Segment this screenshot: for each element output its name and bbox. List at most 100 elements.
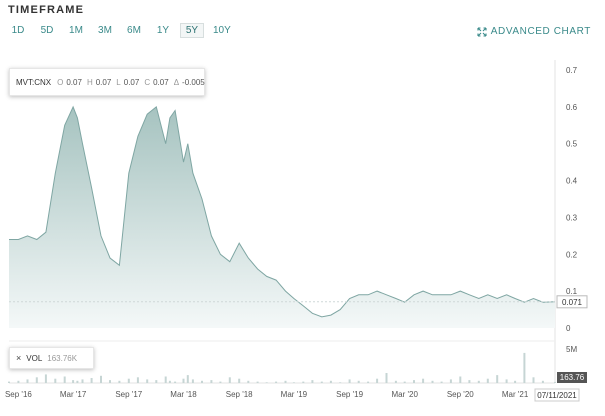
volume-bar <box>532 377 535 383</box>
volume-bar <box>403 381 406 383</box>
y-tick-label: 0.2 <box>566 250 578 259</box>
volume-bars <box>8 352 556 383</box>
volume-bar <box>302 381 305 383</box>
volume-bar <box>127 378 130 383</box>
volume-bar <box>486 378 489 383</box>
volume-bar <box>357 380 360 383</box>
x-tick-label: Sep '18 <box>226 390 253 399</box>
volume-bar <box>329 380 332 383</box>
timeframe-button-1y[interactable]: 1Y <box>156 25 170 36</box>
x-tick-label: Mar '18 <box>170 390 197 399</box>
date-highlight-label: 07/11/2021 <box>537 391 577 400</box>
volume-bar <box>275 381 278 383</box>
volume-bar <box>339 382 342 383</box>
volume-bar <box>35 377 38 383</box>
y-tick-label: 0.4 <box>566 177 578 186</box>
volume-bar <box>54 378 57 383</box>
volume-bar <box>174 381 177 383</box>
last-price-badge <box>556 295 588 309</box>
volume-bar <box>118 380 121 383</box>
volume-bar <box>523 352 526 383</box>
volume-bar <box>136 377 139 383</box>
timeframe-button-5d[interactable]: 5D <box>40 25 54 36</box>
advanced-chart-label: ADVANCED CHART <box>490 26 591 37</box>
volume-value: 163.76K <box>47 353 78 363</box>
volume-bar <box>514 380 517 383</box>
y-tick-label: 0.5 <box>566 140 578 149</box>
volume-bar <box>238 378 241 383</box>
volume-bar <box>168 380 171 383</box>
open-value: 0.07 <box>66 77 82 87</box>
volume-bar <box>76 380 79 383</box>
volume-bar <box>376 378 379 383</box>
y-tick-label: 0.6 <box>566 103 578 112</box>
volume-bar <box>292 382 295 383</box>
last-volume-badge <box>557 372 587 383</box>
volume-bar <box>477 380 480 383</box>
x-tick-label: Mar '19 <box>281 390 308 399</box>
timeframe-button-1m[interactable]: 1M <box>69 25 83 36</box>
open-key: O <box>57 77 64 87</box>
volume-bar <box>191 379 194 383</box>
volume-bar <box>155 380 158 383</box>
volume-bar <box>367 381 370 383</box>
close-key: C <box>144 77 151 87</box>
volume-bar <box>440 381 443 383</box>
volume-bar <box>186 375 189 383</box>
advanced-chart-button[interactable]: ADVANCED CHART <box>477 26 591 37</box>
x-tick-label: Sep '19 <box>336 390 363 399</box>
volume-bar <box>284 380 287 383</box>
volume-bar <box>541 380 544 383</box>
volume-bar <box>182 378 185 383</box>
low-value: 0.07 <box>123 77 140 87</box>
volume-bar <box>413 380 415 383</box>
symbol-label: MVT:CNX <box>16 77 52 87</box>
close-volume-icon[interactable]: × <box>16 353 22 363</box>
timeframe-button-6m[interactable]: 6M <box>127 25 141 36</box>
value-badges: 0.071 163.76 <box>9 295 588 383</box>
volume-bar <box>109 380 111 383</box>
volume-y-tick-label: 5M <box>566 345 577 354</box>
volume-bar <box>228 377 231 383</box>
volume-label: VOL <box>26 353 43 363</box>
volume-bar <box>201 380 203 383</box>
volume-bar <box>90 378 93 383</box>
timeframe-button-5y[interactable]: 5Y <box>180 23 204 38</box>
volume-bar <box>394 380 397 383</box>
price-area <box>9 106 555 329</box>
volume-legend: × VOL 163.76K <box>9 347 94 369</box>
volume-bar <box>247 380 250 383</box>
x-tick-label: Sep '20 <box>447 390 474 399</box>
timeframe-button-10y[interactable]: 10Y <box>213 25 231 36</box>
volume-bar <box>311 380 314 383</box>
volume-bar <box>26 379 29 383</box>
volume-bar <box>431 380 434 383</box>
x-tick-label: Sep '16 <box>5 390 32 399</box>
volume-bar <box>468 380 471 383</box>
volume-bar <box>422 378 425 383</box>
y-tick-label: 0.7 <box>566 66 578 75</box>
volume-bar <box>72 380 75 383</box>
volume-bar <box>17 380 20 383</box>
high-key: H <box>86 77 93 87</box>
volume-bar <box>320 381 323 383</box>
volume-bar <box>256 381 259 383</box>
timeframe-button-1d[interactable]: 1D <box>11 25 25 36</box>
volume-bar <box>164 376 167 383</box>
expand-icon <box>477 26 487 37</box>
volume-bar <box>505 379 508 383</box>
volume-bar <box>459 376 462 383</box>
timeframe-selector: 1D 5D 1M 3M 6M 1Y 5Y 10Y <box>6 23 235 38</box>
change-value: -0.005 <box>182 77 205 87</box>
volume-bar <box>210 380 213 383</box>
timeframe-button-3m[interactable]: 3M <box>98 25 112 36</box>
date-highlight-box <box>534 388 580 402</box>
y-tick-label: 0.3 <box>566 213 578 222</box>
close-value: 0.07 <box>153 77 169 87</box>
volume-bar <box>385 373 388 383</box>
y-tick-label: 0 <box>566 324 571 333</box>
x-axis: Sep '16 Mar '17 Sep '17 Mar '18 Sep '18 Mar '… <box>5 388 580 402</box>
volume-bar <box>146 379 149 383</box>
